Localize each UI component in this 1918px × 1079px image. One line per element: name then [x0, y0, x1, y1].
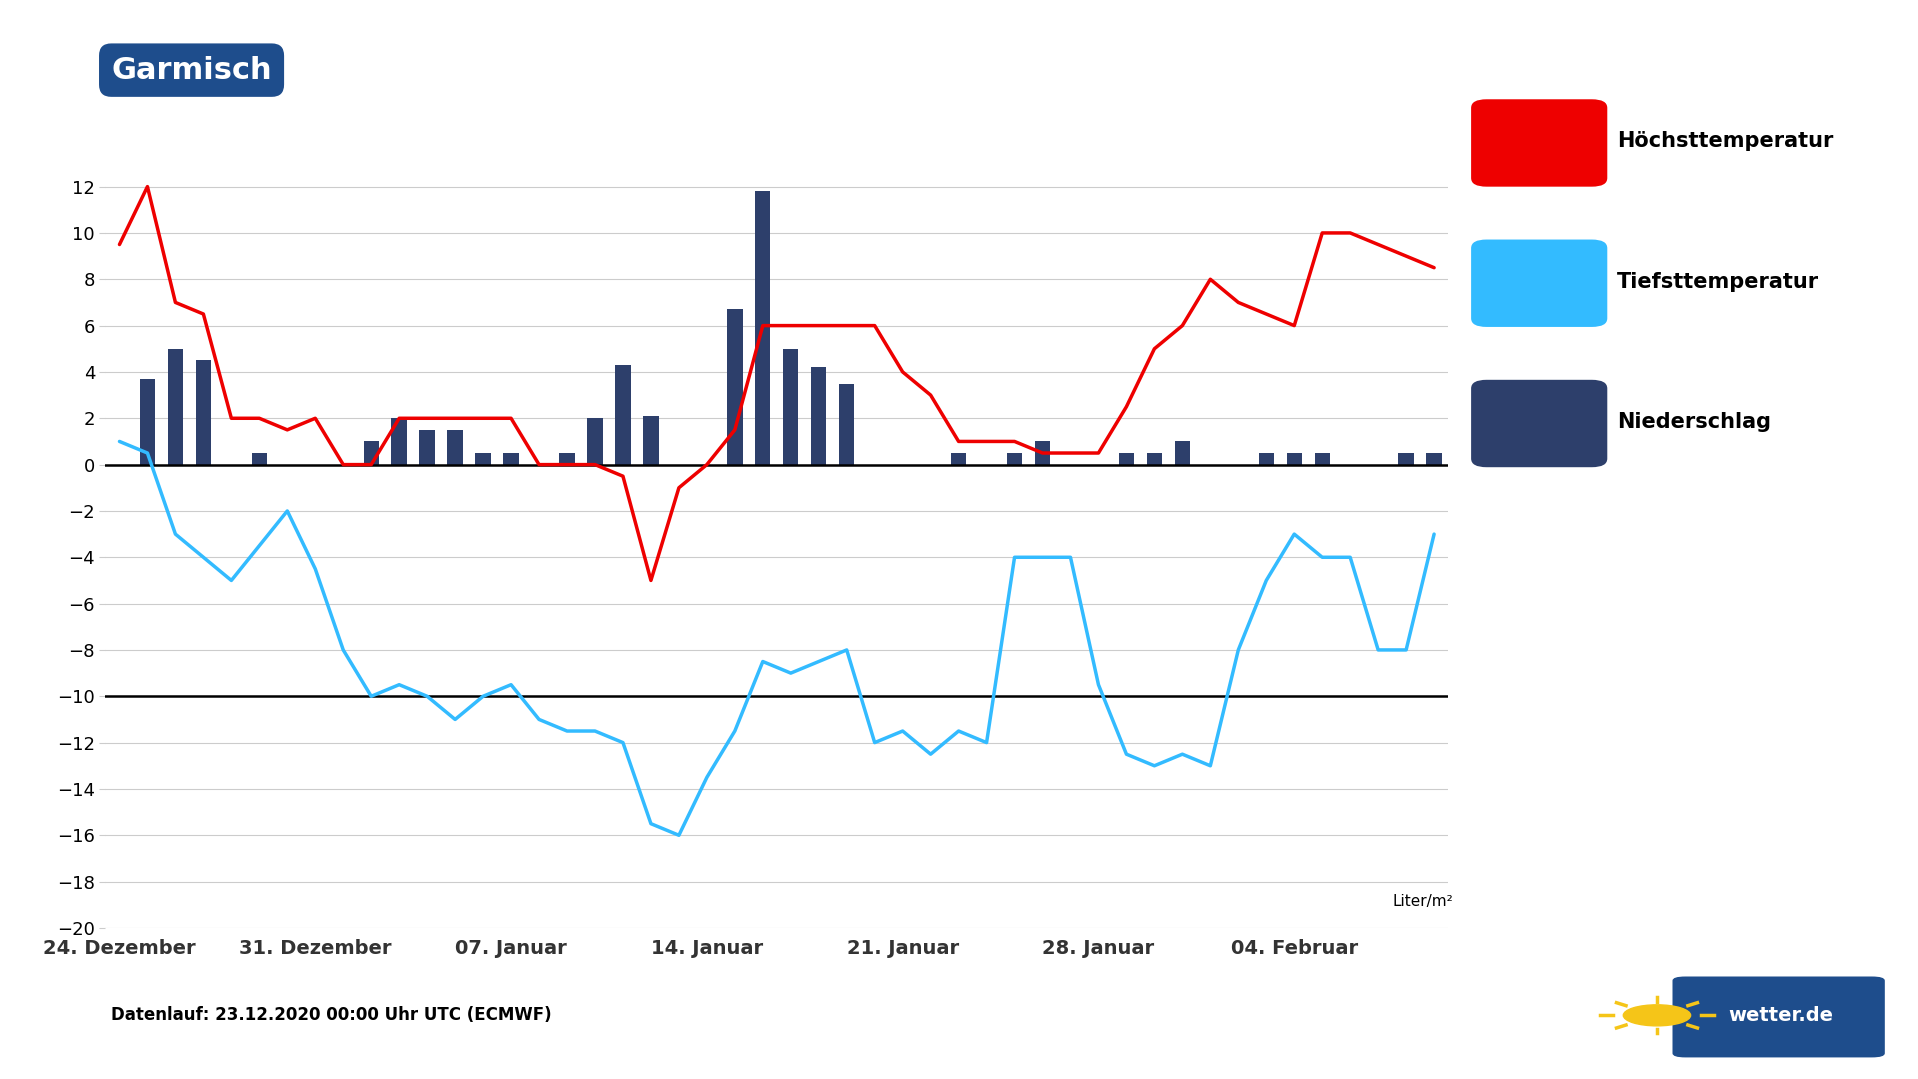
- Bar: [1007, 453, 1022, 465]
- Bar: [838, 383, 854, 465]
- Bar: [196, 360, 211, 465]
- Bar: [140, 379, 155, 465]
- Bar: [447, 429, 462, 465]
- Bar: [616, 365, 631, 465]
- Text: wetter.de: wetter.de: [1728, 1006, 1834, 1025]
- Bar: [783, 349, 798, 465]
- Bar: [643, 415, 658, 465]
- Bar: [951, 453, 967, 465]
- Bar: [560, 453, 575, 465]
- Bar: [420, 429, 435, 465]
- Bar: [1427, 453, 1442, 465]
- Bar: [1147, 453, 1162, 465]
- Bar: [391, 419, 407, 465]
- Text: Datenlauf: 23.12.2020 00:00 Uhr UTC (ECMWF): Datenlauf: 23.12.2020 00:00 Uhr UTC (ECM…: [111, 1006, 552, 1024]
- Bar: [1314, 453, 1329, 465]
- FancyBboxPatch shape: [1672, 976, 1885, 1057]
- Circle shape: [1623, 1005, 1690, 1026]
- Bar: [476, 453, 491, 465]
- Bar: [756, 191, 771, 465]
- Bar: [587, 419, 602, 465]
- Text: Liter/m²: Liter/m²: [1392, 894, 1454, 910]
- Bar: [167, 349, 182, 465]
- Bar: [364, 441, 380, 465]
- Bar: [503, 453, 518, 465]
- Text: Höchsttemperatur: Höchsttemperatur: [1617, 132, 1834, 151]
- Bar: [1036, 441, 1051, 465]
- Bar: [727, 310, 742, 465]
- Text: Niederschlag: Niederschlag: [1617, 412, 1770, 432]
- Bar: [1398, 453, 1414, 465]
- Text: Tiefsttemperatur: Tiefsttemperatur: [1617, 272, 1818, 291]
- Bar: [1287, 453, 1302, 465]
- Bar: [251, 453, 267, 465]
- Text: Garmisch: Garmisch: [111, 56, 272, 84]
- Bar: [1118, 453, 1134, 465]
- Bar: [1174, 441, 1189, 465]
- Bar: [1258, 453, 1274, 465]
- Bar: [811, 367, 827, 465]
